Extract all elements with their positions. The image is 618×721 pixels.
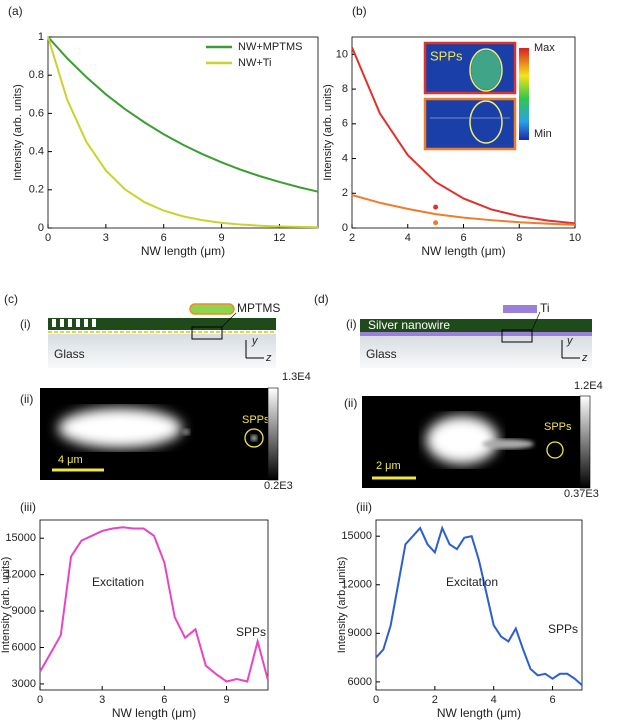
annotation: SPPs xyxy=(430,48,463,63)
annotation: Min xyxy=(534,128,552,140)
axis-label: y xyxy=(251,335,259,347)
colorbar-label: 0.2E3 xyxy=(264,480,293,492)
field-inset xyxy=(423,41,529,151)
axis-label: z xyxy=(581,352,588,364)
y-tick-label: 6 xyxy=(342,118,348,130)
x-tick-label: 4 xyxy=(405,232,411,244)
plot-frame xyxy=(47,36,319,229)
x-tick-label: 12 xyxy=(273,232,285,244)
panel-label: (b) xyxy=(352,4,367,18)
y-tick-label: 0.4 xyxy=(29,146,44,158)
y-tick-label: 0.6 xyxy=(29,107,44,119)
x-tick-label: 6 xyxy=(460,232,466,244)
series-line xyxy=(375,525,583,686)
panel-label: (ii) xyxy=(344,396,357,410)
series-line xyxy=(39,526,269,683)
x-tick-label: 6 xyxy=(161,694,167,706)
y-axis-label: Intensity (arb. units) xyxy=(336,557,348,654)
panel-label: (a) xyxy=(8,4,23,18)
series-line xyxy=(47,36,319,229)
substrate-label: Glass xyxy=(366,347,397,361)
panel-label: (i) xyxy=(20,317,31,331)
series-line xyxy=(351,47,576,225)
wire-label: Silver nanowire xyxy=(368,318,450,332)
colorbar-label: 1.3E4 xyxy=(282,371,311,383)
schematic-c: (c) (i) MPTMS Glass y z (ii) SPPs 4 μm 1… xyxy=(4,292,311,492)
plot-frame xyxy=(375,519,583,691)
x-tick-label: 0 xyxy=(373,694,379,706)
panel-label: (c) xyxy=(4,292,18,306)
spp-label: SPPs xyxy=(544,421,572,433)
annotation: SPPs xyxy=(236,625,266,639)
series-line xyxy=(47,36,319,193)
x-tick-label: 2 xyxy=(349,232,355,244)
x-axis-label: NW length (μm) xyxy=(421,244,505,258)
annotation: SPPs xyxy=(548,622,578,636)
series-line xyxy=(351,194,576,226)
point xyxy=(433,220,439,226)
legend-label: NW+Ti xyxy=(238,57,272,69)
x-tick-label: 3 xyxy=(103,232,109,244)
y-tick-label: 0 xyxy=(342,222,348,234)
schematic-d: (d) (i) Ti Silver nanowire Glass y z (ii… xyxy=(314,292,603,500)
panel-label: (iii) xyxy=(356,500,372,514)
x-tick-label: 2 xyxy=(432,694,438,706)
y-tick-label: 10 xyxy=(336,48,348,60)
spp-label: SPPs xyxy=(242,414,270,426)
colorbar-label: 0.37E3 xyxy=(564,488,599,500)
y-tick-label: 0.8 xyxy=(29,69,44,81)
substrate-label: Glass xyxy=(54,347,85,361)
coating-label: MPTMS xyxy=(237,301,280,315)
panel-label: (iii) xyxy=(20,500,36,514)
y-axis-label: Intensity (arb. units) xyxy=(322,84,334,181)
scale-label: 4 μm xyxy=(58,454,83,466)
y-tick-label: 9000 xyxy=(348,627,372,639)
y-tick-label: 9000 xyxy=(12,605,36,617)
axis-label: z xyxy=(265,352,272,364)
annotation: Max xyxy=(534,42,555,54)
legend-label: NW+MPTMS xyxy=(238,41,302,53)
x-axis-label: NW length (μm) xyxy=(437,706,521,720)
y-tick-label: 0 xyxy=(38,222,44,234)
plot-frame xyxy=(39,519,269,691)
x-tick-label: 0 xyxy=(45,232,51,244)
scale-label: 2 μm xyxy=(376,460,401,472)
x-axis-label: NW length (μm) xyxy=(112,706,196,720)
y-tick-label: 15000 xyxy=(5,532,36,544)
axis-label: y xyxy=(566,335,574,347)
panel-label: (d) xyxy=(314,292,329,306)
annotation: Excitation xyxy=(92,575,144,589)
y-axis-label: Intensity (arb. units) xyxy=(12,84,24,181)
x-tick-label: 6 xyxy=(161,232,167,244)
y-tick-label: 15000 xyxy=(341,530,372,542)
y-tick-label: 4 xyxy=(342,152,348,164)
y-tick-label: 3000 xyxy=(12,678,36,690)
y-tick-label: 8 xyxy=(342,83,348,95)
x-tick-label: 0 xyxy=(37,694,43,706)
x-tick-label: 10 xyxy=(569,232,581,244)
coating-label: Ti xyxy=(540,301,550,315)
y-tick-label: 1 xyxy=(38,31,44,43)
y-tick-label: 6000 xyxy=(348,676,372,688)
point xyxy=(433,204,439,210)
x-tick-label: 6 xyxy=(550,694,556,706)
x-tick-label: 9 xyxy=(223,694,229,706)
x-tick-label: 9 xyxy=(219,232,225,244)
panel-label: (i) xyxy=(346,317,357,331)
y-tick-label: 6000 xyxy=(12,641,36,653)
y-axis-label: Intensity (arb. units) xyxy=(0,557,12,654)
y-tick-label: 12000 xyxy=(341,579,372,591)
annotation: Excitation xyxy=(446,575,498,589)
y-tick-label: 2 xyxy=(342,187,348,199)
y-tick-label: 0.2 xyxy=(29,184,44,196)
x-tick-label: 8 xyxy=(516,232,522,244)
x-axis-label: NW length (μm) xyxy=(141,244,225,258)
colorbar-label: 1.2E4 xyxy=(574,380,603,392)
x-tick-label: 3 xyxy=(99,694,105,706)
x-tick-label: 4 xyxy=(491,694,497,706)
y-tick-label: 12000 xyxy=(5,569,36,581)
panel-label: (ii) xyxy=(20,392,33,406)
